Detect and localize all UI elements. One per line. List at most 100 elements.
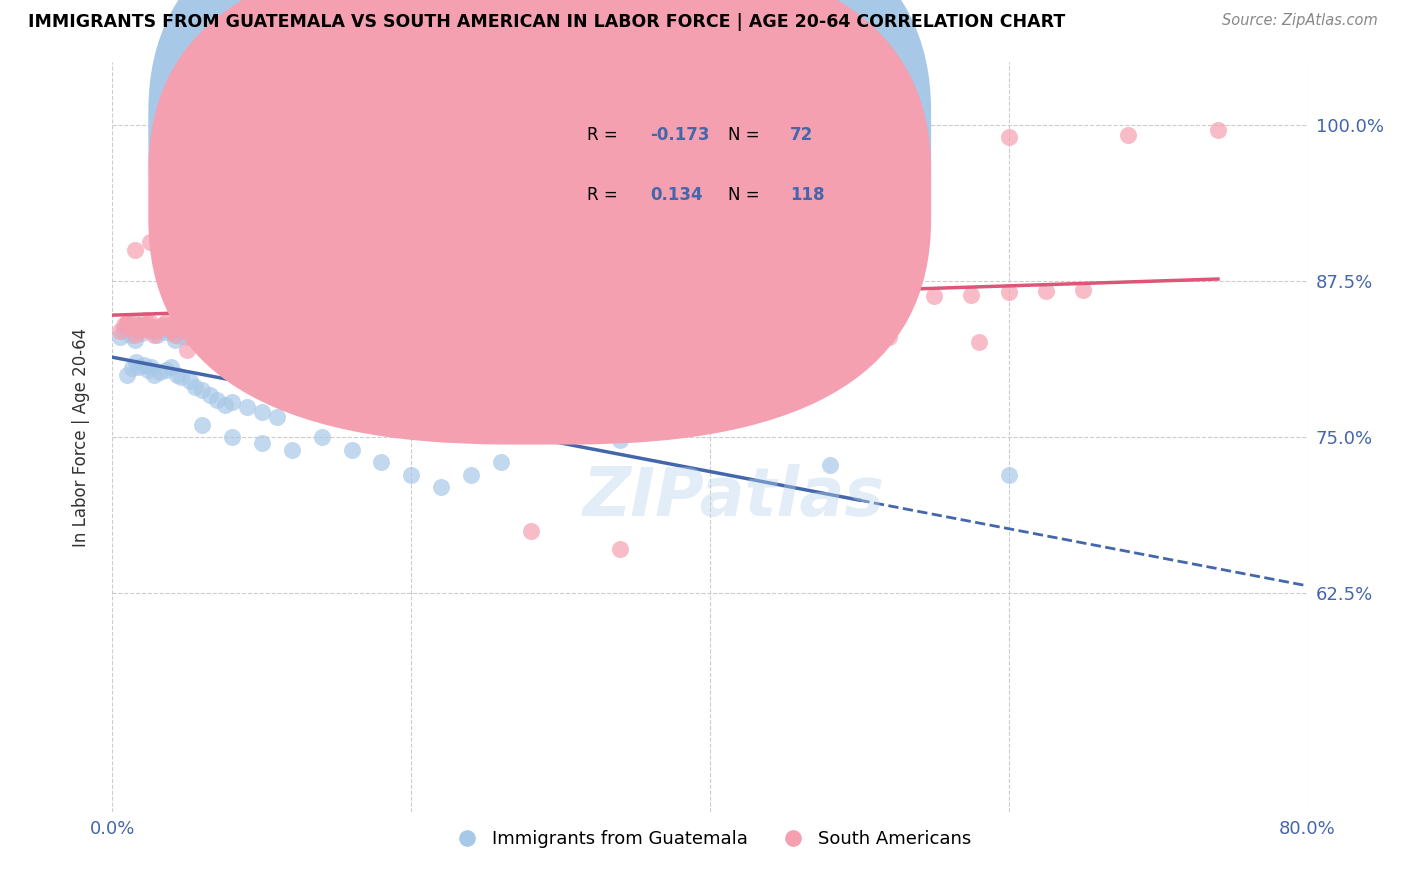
Point (149, 320, 172, 334)
Point (236, 318, 259, 332)
Point (120, 327, 142, 342)
Point (139, 315, 162, 329)
Point (195, 318, 218, 332)
Point (340, 442, 363, 457)
Point (654, 392, 676, 407)
Point (430, 480, 453, 494)
Text: ZIPatlas: ZIPatlas (583, 464, 884, 530)
Text: 72: 72 (790, 126, 813, 145)
Point (117, 368, 139, 382)
Point (228, 270, 250, 285)
Point (288, 314, 311, 328)
Point (205, 180, 228, 194)
Point (356, 405, 378, 419)
Point (520, 309, 543, 323)
Point (669, 343, 692, 357)
Point (333, 318, 356, 332)
Point (1118, 128, 1140, 142)
Point (579, 305, 602, 319)
Point (444, 273, 467, 287)
Point (460, 467, 482, 482)
Point (281, 442, 304, 457)
Point (141, 320, 163, 334)
Point (818, 458, 841, 472)
Point (202, 315, 225, 329)
Point (179, 374, 201, 388)
Point (117, 315, 139, 329)
Point (430, 312, 453, 326)
Point (385, 314, 408, 328)
Point (165, 333, 187, 347)
Point (243, 315, 266, 329)
Point (250, 315, 273, 329)
Text: -0.173: -0.173 (651, 126, 710, 145)
Point (505, 268, 527, 282)
Point (401, 467, 423, 482)
Point (166, 318, 188, 332)
Point (183, 320, 205, 334)
Point (221, 430, 243, 444)
Point (550, 392, 572, 407)
Point (188, 314, 211, 328)
Point (124, 327, 146, 342)
Point (157, 323, 180, 337)
Point (162, 326, 183, 341)
Point (159, 323, 181, 337)
Point (340, 399, 363, 413)
Point (134, 318, 156, 332)
Point (170, 320, 193, 334)
Point (139, 320, 162, 334)
Point (155, 362, 177, 376)
Point (811, 295, 834, 310)
Point (131, 326, 153, 341)
Point (125, 355, 148, 369)
Text: IMMIGRANTS FROM GUATEMALA VS SOUTH AMERICAN IN LABOR FORCE | AGE 20-64 CORRELATI: IMMIGRANTS FROM GUATEMALA VS SOUTH AMERI… (28, 13, 1066, 31)
Point (108, 330, 131, 344)
Point (609, 542, 631, 557)
Point (134, 312, 156, 326)
Point (311, 368, 333, 382)
Point (489, 308, 512, 322)
Point (128, 324, 150, 338)
Point (281, 392, 304, 407)
Point (728, 330, 751, 344)
Point (385, 318, 408, 332)
Point (205, 392, 228, 407)
Point (520, 524, 543, 538)
Point (378, 411, 401, 425)
Point (224, 220, 246, 235)
Point (138, 362, 160, 376)
Point (121, 361, 143, 376)
Point (179, 318, 201, 332)
Point (120, 320, 142, 334)
Point (149, 365, 172, 379)
Point (444, 424, 467, 438)
Point (117, 318, 139, 332)
Point (318, 270, 340, 285)
Point (475, 270, 498, 285)
Point (173, 325, 195, 339)
Point (125, 320, 148, 334)
Point (243, 218, 266, 232)
Point (108, 324, 131, 338)
Point (401, 408, 423, 422)
Point (191, 417, 214, 432)
Point (162, 323, 183, 337)
Point (131, 321, 153, 335)
Point (640, 302, 662, 317)
Point (132, 318, 155, 332)
Point (142, 324, 165, 338)
Point (669, 300, 692, 314)
Point (228, 318, 250, 332)
FancyBboxPatch shape (149, 0, 931, 444)
Point (475, 405, 498, 419)
Point (128, 360, 150, 375)
Point (176, 324, 198, 338)
Point (250, 273, 273, 287)
Point (415, 270, 437, 285)
Point (879, 330, 901, 344)
Point (211, 320, 233, 334)
FancyBboxPatch shape (489, 93, 848, 231)
Text: N =: N = (728, 186, 765, 204)
Legend: Immigrants from Guatemala, South Americans: Immigrants from Guatemala, South America… (441, 822, 979, 855)
